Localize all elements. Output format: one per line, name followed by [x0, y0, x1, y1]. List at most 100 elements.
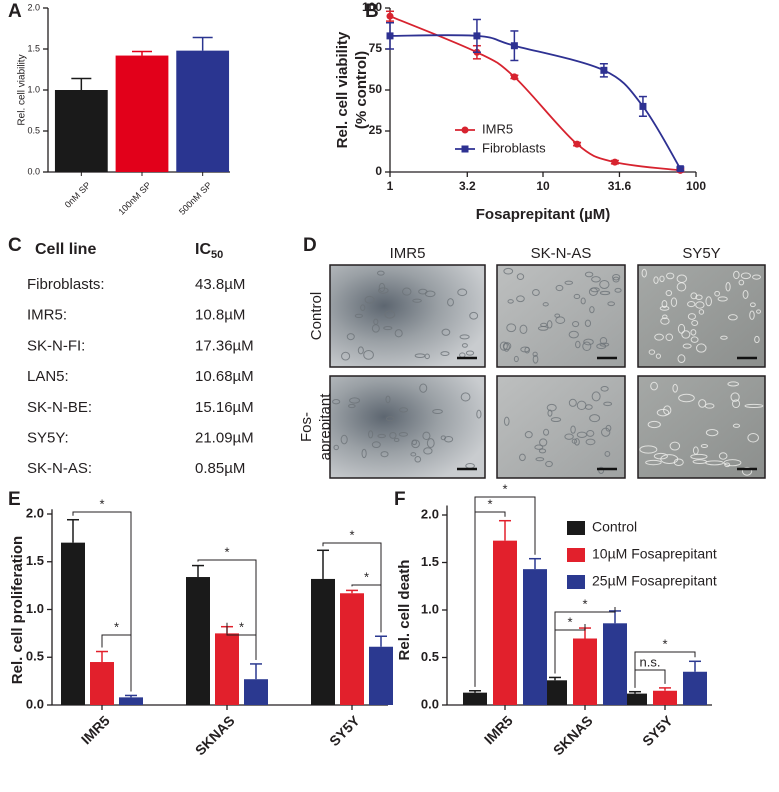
- cell: [459, 334, 470, 340]
- column-label: IMR5: [390, 245, 426, 262]
- bar: [54, 90, 108, 172]
- cell: [666, 272, 675, 280]
- bar: [623, 693, 647, 705]
- cell: [539, 438, 548, 447]
- cell: [747, 432, 759, 443]
- cell: [599, 280, 610, 289]
- cell: [665, 333, 674, 342]
- cell: [555, 316, 566, 324]
- x-tick-label: 100: [686, 179, 706, 193]
- table-header: Cell line: [35, 241, 96, 258]
- column-label: SY5Y: [682, 245, 720, 262]
- y-tick-label: 1.5: [27, 43, 40, 53]
- micrograph: [496, 264, 626, 368]
- cell: [749, 302, 756, 308]
- cell: [424, 353, 430, 360]
- cell: [461, 343, 468, 348]
- cell: [656, 408, 670, 417]
- cell: [532, 354, 539, 364]
- cell: [687, 313, 696, 320]
- legend-label: IMR5: [482, 121, 513, 136]
- y-tick-label: 25: [369, 123, 383, 137]
- fit-curve: [389, 15, 681, 172]
- significance-label: *: [502, 481, 507, 496]
- cell: [378, 282, 386, 293]
- cell: [639, 445, 658, 454]
- y-axis-label: Rel. cell viability: [17, 54, 28, 125]
- row-label: Control: [308, 292, 325, 340]
- significance-label: *: [224, 544, 229, 559]
- table-header-text: IC: [195, 241, 211, 258]
- cell: [542, 302, 549, 307]
- cell: [394, 329, 403, 338]
- y-tick-label: 0.5: [421, 649, 439, 664]
- cell: [648, 349, 656, 355]
- table-cell: 15.16µM: [195, 399, 254, 416]
- cell: [418, 288, 428, 295]
- cell: [422, 431, 431, 441]
- table-header: IC50: [195, 241, 223, 261]
- cell: [543, 428, 550, 436]
- cell: [398, 432, 409, 437]
- cell: [670, 297, 678, 308]
- cell: [360, 304, 366, 311]
- cell: [695, 343, 707, 353]
- cell: [733, 270, 740, 280]
- cell: [740, 272, 752, 280]
- cell: [659, 305, 670, 311]
- cell: [724, 462, 731, 468]
- cell: [576, 400, 587, 411]
- cell: [698, 309, 705, 315]
- table-cell: LAN5:: [27, 368, 69, 385]
- row-label: Fos-: [298, 412, 315, 442]
- cell: [389, 431, 397, 439]
- cell: [465, 350, 475, 356]
- panel-label: E: [8, 489, 21, 510]
- y-tick-label: 0.5: [26, 649, 44, 664]
- table-cell: IMR5:: [27, 307, 67, 324]
- point: [600, 66, 608, 74]
- cell: [600, 386, 609, 392]
- cell: [441, 328, 451, 336]
- x-tick-label: 31.6: [608, 179, 632, 193]
- cell: [402, 287, 412, 296]
- cell: [700, 444, 709, 449]
- legend-swatch: [567, 575, 585, 589]
- cell: [714, 290, 720, 297]
- legend-swatch: [567, 521, 585, 535]
- cell: [357, 346, 364, 355]
- cell: [516, 273, 525, 281]
- cell: [377, 433, 387, 439]
- cell: [732, 399, 741, 409]
- cell: [426, 438, 435, 449]
- point: [386, 32, 394, 40]
- y-axis-label: Rel. cell death: [396, 560, 413, 661]
- cell: [412, 298, 422, 303]
- significance-bracket: [72, 511, 132, 692]
- y-axis-label: Rel. cell viability: [334, 31, 351, 148]
- cell: [653, 452, 668, 460]
- point: [510, 42, 518, 50]
- x-tick-label: SY5Y: [639, 712, 676, 749]
- x-axis-label: Fosaprepitant (µM): [476, 206, 610, 223]
- cell: [662, 314, 668, 320]
- x-tick-label: IMR5: [78, 712, 113, 747]
- cell: [502, 342, 512, 350]
- table-cell: SK-N-AS:: [27, 460, 92, 477]
- micrograph: [496, 375, 626, 479]
- significance-label: *: [567, 614, 572, 629]
- cell: [440, 351, 450, 357]
- y-tick-label: 2.0: [27, 2, 40, 12]
- cell: [584, 271, 594, 278]
- cell: [371, 324, 380, 333]
- table-cell: SY5Y:: [27, 429, 69, 446]
- cell: [575, 340, 581, 349]
- y-tick-label: 50: [369, 82, 383, 96]
- y-tick-label: 1.0: [421, 601, 439, 616]
- y-tick-label: 75: [369, 41, 383, 55]
- cell: [410, 452, 417, 457]
- y-tick-label: 2.0: [421, 506, 439, 521]
- cell: [612, 273, 621, 281]
- cell: [582, 341, 592, 352]
- table-cell: 43.8µM: [195, 276, 245, 293]
